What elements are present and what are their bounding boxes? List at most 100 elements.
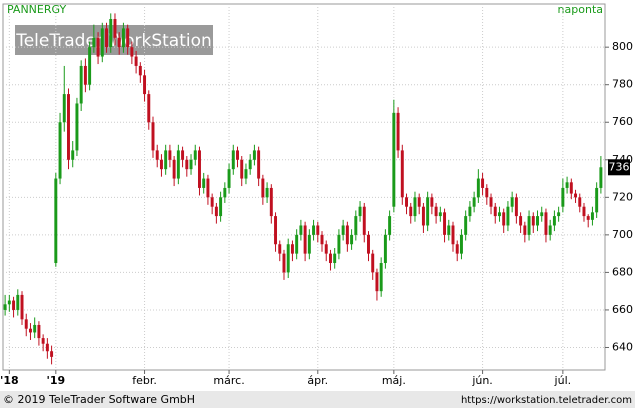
candle-body [37, 324, 41, 339]
candle-body [455, 244, 459, 254]
candle-body [417, 197, 421, 207]
candle-body [574, 193, 578, 198]
candle-body [286, 244, 290, 273]
candle-body [379, 263, 383, 292]
candle-body [307, 234, 311, 254]
x-tick-label: júl. [554, 374, 572, 387]
candle-body [565, 182, 569, 188]
candle-body [519, 216, 523, 226]
candle-body [383, 234, 387, 264]
candle-body [33, 324, 37, 333]
x-tick-label: márc. [213, 374, 244, 387]
candle-body [354, 216, 358, 235]
candle-body [531, 216, 535, 226]
candle-body [214, 206, 218, 217]
candle-body [62, 94, 66, 123]
candle-body [12, 300, 16, 310]
candle-body [126, 28, 130, 48]
plot-frame [2, 3, 606, 371]
candle-body [231, 150, 235, 170]
candle-body [540, 212, 544, 217]
candle-body [396, 112, 400, 151]
candle-body [290, 244, 294, 254]
candle-body [92, 37, 96, 48]
candle-body [219, 197, 223, 217]
candle-body [257, 150, 261, 179]
candle-body [586, 216, 590, 220]
candle-body [472, 197, 476, 207]
x-tick-label: febr. [132, 374, 157, 387]
candle-body [316, 225, 320, 235]
candle-body [155, 150, 159, 160]
footer-left: © 2019 TeleTrader Software GmbH [3, 393, 195, 406]
candle-body [489, 197, 493, 207]
candle-body [151, 122, 155, 151]
candle-body [451, 225, 455, 245]
candle-body [536, 216, 539, 226]
candle-body [400, 150, 404, 198]
candle-body [20, 294, 24, 320]
candle-body [278, 244, 282, 254]
candle-body [206, 178, 210, 198]
candle-body [430, 197, 434, 207]
candle-body [514, 197, 518, 217]
candle-body [299, 225, 303, 235]
candle-body [375, 272, 379, 292]
candle-body [176, 150, 180, 179]
candle-body [185, 159, 189, 170]
candle-body [223, 187, 227, 198]
candle-body [527, 216, 531, 235]
candle-body [252, 150, 256, 160]
candle-body [595, 187, 599, 213]
candle-body [121, 28, 125, 48]
candle-body [320, 234, 324, 245]
candle-body [510, 197, 514, 207]
footer-right: https://workstation.teletrader.com [461, 395, 632, 406]
candle-body [45, 343, 49, 352]
footer [0, 391, 635, 408]
candle-body [337, 234, 341, 254]
candle-body [312, 225, 316, 235]
candle-body [16, 294, 20, 310]
candle-body [274, 216, 278, 245]
candle-body [282, 253, 286, 273]
y-tick-label: 760 [612, 115, 633, 128]
candle-body [426, 197, 430, 226]
candle-body [582, 206, 586, 217]
candle-body [134, 56, 138, 66]
candle-body [168, 150, 172, 160]
candle-body [172, 159, 176, 179]
candle-body [24, 319, 28, 329]
candle-body [244, 169, 248, 179]
candle-body [88, 47, 92, 85]
candle-body [476, 178, 480, 198]
watermark: TeleTrader WorkStation [15, 31, 212, 51]
candle-body [261, 178, 265, 198]
candle-body [459, 234, 463, 254]
candle-body [248, 159, 252, 170]
candle-body [159, 159, 163, 170]
chart-title: PANNERGY [7, 3, 66, 16]
candle-body [557, 212, 561, 217]
candle-body [143, 75, 147, 95]
x-tick-label: '18 [0, 374, 19, 387]
candle-body [506, 206, 510, 226]
candle-body [96, 37, 100, 57]
candle-body [523, 225, 527, 235]
candle-body [464, 216, 468, 235]
candle-body [67, 94, 70, 160]
candle-body [552, 216, 556, 226]
candle-body [413, 197, 417, 217]
candle-body [164, 150, 168, 170]
candle-body [28, 328, 32, 333]
x-tick-label: máj. [382, 374, 406, 387]
candle-body [367, 234, 370, 254]
x-tick-label: jún. [471, 374, 493, 387]
interval: naponta [558, 3, 603, 16]
candle-body [210, 197, 214, 207]
candle-body [236, 150, 239, 160]
y-tick-label: 720 [612, 190, 633, 203]
x-tick-label: '19 [46, 374, 65, 387]
candle-body [7, 300, 11, 305]
